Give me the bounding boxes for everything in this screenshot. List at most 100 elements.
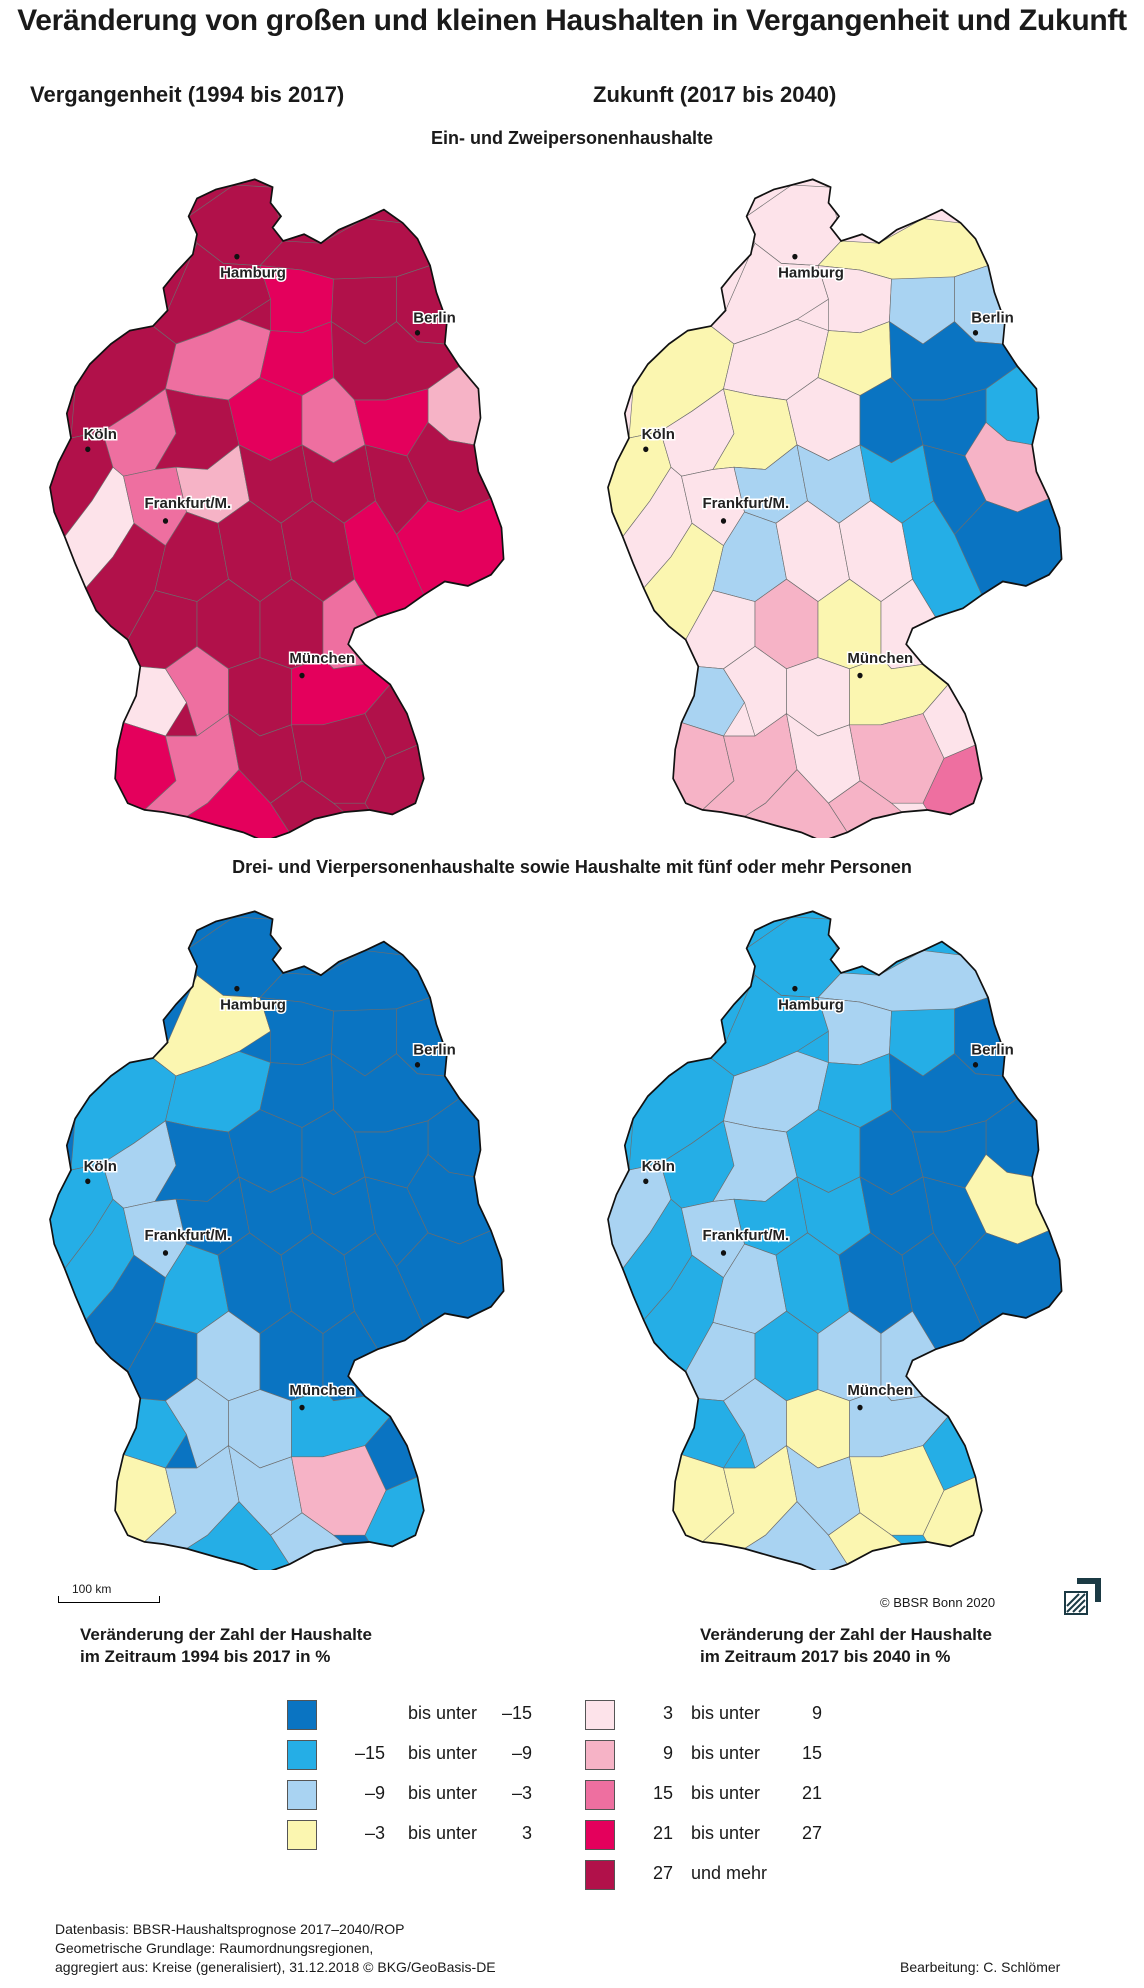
legend-swatch-3 [287, 1820, 317, 1850]
city-label: Hamburg [778, 997, 844, 1014]
city-dot [792, 985, 798, 992]
city-dot [162, 1250, 169, 1256]
germany-map: Hamburg Berlin Köln Frankfurt/M. München [607, 178, 1063, 838]
city-dot [234, 253, 240, 260]
legend-mid-8: und mehr [691, 1863, 768, 1883]
legend-mid-2: bis unter [408, 1783, 478, 1803]
city-label: Frankfurt/M. [703, 1227, 790, 1244]
legend-to-3: 3 [521, 1823, 532, 1843]
bbsr-logo [1063, 1576, 1103, 1616]
city-label: Berlin [413, 1041, 456, 1058]
footer-source-line3: aggregiert aus: Kreise (generalisiert), … [55, 1959, 496, 1975]
scale-bar-label: 100 km [72, 1582, 112, 1596]
legend-heading-future: Veränderung der Zahl der Haushalte im Ze… [700, 1624, 992, 1668]
legend-heading-past-line2: im Zeitraum 1994 bis 2017 in % [80, 1647, 331, 1666]
city-label: Hamburg [778, 265, 844, 282]
city-dot [643, 1178, 649, 1185]
city-label: Frankfurt/M. [145, 1227, 232, 1244]
city-dot [299, 672, 305, 679]
city-dot [720, 1250, 727, 1256]
legend-swatch-8 [585, 1860, 615, 1890]
legend-to-0: –15 [501, 1703, 532, 1723]
legend-swatch-0 [287, 1700, 317, 1730]
city-dot [414, 330, 421, 336]
legend-increase: 3 bis unter 9 9 bis unter 15 15 bis unte… [585, 1700, 845, 1900]
germany-map: Hamburg Berlin Köln Frankfurt/M. München [607, 910, 1063, 1570]
legend-to-6: 21 [801, 1783, 822, 1803]
copyright-note: © BBSR Bonn 2020 [880, 1595, 996, 1610]
legend-from-1: –15 [354, 1743, 385, 1763]
legend-from-4: 3 [662, 1703, 673, 1723]
city-label: Hamburg [220, 997, 286, 1014]
footer-author: Bearbeitung: C. Schlömer [900, 1959, 1061, 1975]
germany-map: Hamburg Berlin Köln Frankfurt/M. München [49, 178, 505, 838]
legend-to-4: 9 [811, 1703, 822, 1723]
legend-to-7: 27 [801, 1823, 822, 1843]
legend-mid-0: bis unter [408, 1703, 478, 1723]
map-large-future: Hamburg Berlin Köln Frankfurt/M. München [598, 890, 1068, 1570]
section-title-small-households: Ein- und Zweipersonenhaushalte [430, 128, 714, 148]
legend-heading-future-line2: im Zeitraum 2017 bis 2040 in % [700, 1647, 951, 1666]
national-border [49, 178, 505, 838]
footer-sources: Datenbasis: BBSR-Haushaltsprognose 2017–… [55, 1920, 496, 1977]
column-title-past: Vergangenheit (1994 bis 2017) [30, 82, 345, 107]
legend-mid-3: bis unter [408, 1823, 478, 1843]
city-label: Frankfurt/M. [145, 495, 232, 512]
city-dot [85, 1178, 91, 1185]
city-label: Berlin [413, 309, 456, 326]
city-dot [85, 446, 91, 453]
scale-bar: 100 km [58, 1582, 160, 1603]
legend-swatch-4 [585, 1700, 615, 1730]
city-dot [857, 1404, 863, 1411]
germany-map: Hamburg Berlin Köln Frankfurt/M. München [49, 910, 505, 1570]
legend-from-2: –9 [364, 1783, 385, 1803]
legend-swatch-2 [287, 1780, 317, 1810]
city-dot [299, 1404, 305, 1411]
footer-source-line1: Datenbasis: BBSR-Haushaltsprognose 2017–… [55, 1921, 405, 1937]
legend-heading-past: Veränderung der Zahl der Haushalte im Ze… [80, 1624, 372, 1668]
national-border [49, 910, 505, 1570]
legend-heading-future-line1: Veränderung der Zahl der Haushalte [700, 1625, 992, 1644]
city-dot [857, 672, 863, 679]
footer-source-line2: Geometrische Grundlage: Raumordnungsregi… [55, 1940, 374, 1956]
legend-to-2: –3 [511, 1783, 532, 1803]
city-label: Köln [642, 426, 675, 443]
city-label: Köln [84, 1158, 117, 1175]
city-label: Hamburg [220, 265, 286, 282]
legend-swatch-1 [287, 1740, 317, 1770]
section-title-large-households: Drei- und Vierpersonenhaushalte sowie Ha… [232, 857, 912, 877]
city-dot [414, 1062, 421, 1068]
legend-heading-past-line1: Veränderung der Zahl der Haushalte [80, 1625, 372, 1644]
city-dot [972, 1062, 979, 1068]
legend-to-5: 15 [801, 1743, 822, 1763]
legend-from-5: 9 [662, 1743, 673, 1763]
city-label: München [289, 1382, 355, 1399]
city-dot [792, 253, 798, 260]
city-label: Berlin [971, 309, 1014, 326]
national-border [607, 178, 1063, 838]
map-large-past: Hamburg Berlin Köln Frankfurt/M. München [40, 890, 510, 1570]
city-dot [643, 446, 649, 453]
legend-from-8: 27 [652, 1863, 673, 1883]
national-border [607, 910, 1063, 1570]
city-dot [972, 330, 979, 336]
city-label: Frankfurt/M. [703, 495, 790, 512]
legend-swatch-5 [585, 1740, 615, 1770]
city-label: München [847, 1382, 913, 1399]
legend-swatch-6 [585, 1780, 615, 1810]
legend-from-6: 15 [652, 1783, 673, 1803]
city-label: Berlin [971, 1041, 1014, 1058]
city-label: Köln [84, 426, 117, 443]
scale-bar-line [58, 1596, 160, 1603]
city-label: Köln [642, 1158, 675, 1175]
city-label: München [289, 650, 355, 667]
legend-from-7: 21 [652, 1823, 673, 1843]
map-small-past: Hamburg Berlin Köln Frankfurt/M. München [40, 158, 510, 838]
city-dot [234, 985, 240, 992]
column-title-future: Zukunft (2017 bis 2040) [593, 82, 837, 107]
legend-swatch-7 [585, 1820, 615, 1850]
legend-mid-1: bis unter [408, 1743, 478, 1763]
city-dot [720, 518, 727, 524]
map-title: Veränderung von großen und kleinen Haush… [17, 4, 1127, 37]
map-small-future: Hamburg Berlin Köln Frankfurt/M. München [598, 158, 1068, 838]
